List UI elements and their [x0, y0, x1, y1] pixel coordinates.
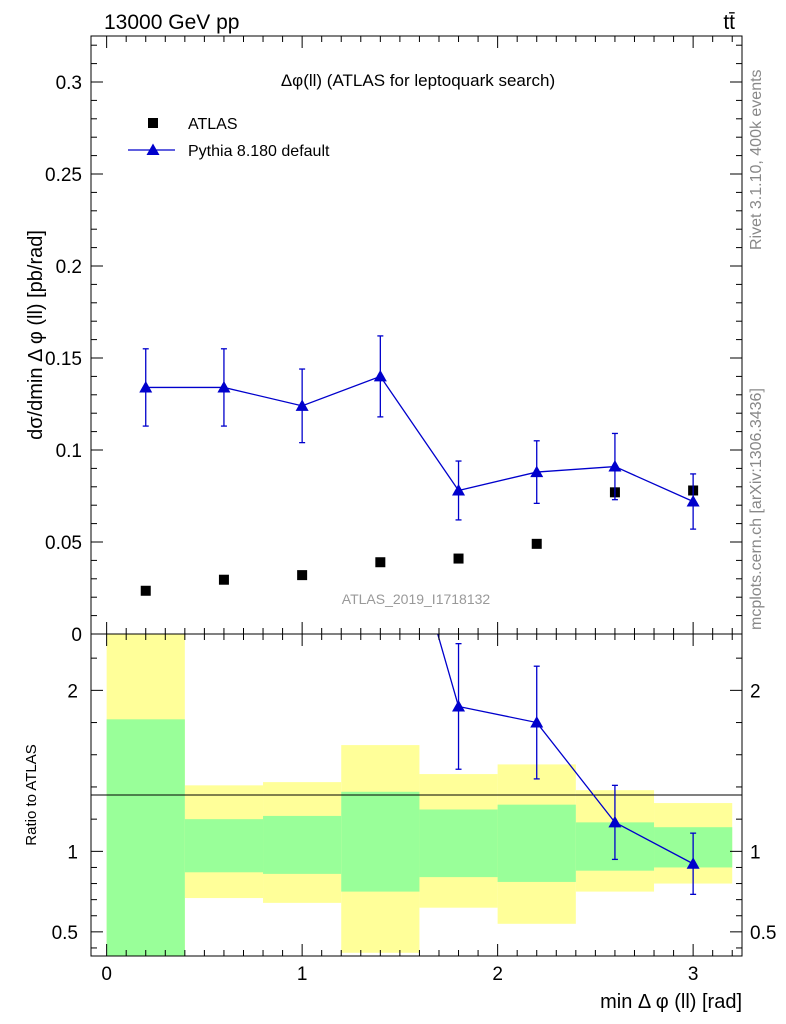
ratio-band-inner — [497, 804, 576, 882]
pythia-point — [217, 380, 231, 393]
pythia-point — [373, 369, 387, 382]
x-tick-label: 1 — [297, 964, 308, 985]
pythia-point — [608, 460, 622, 472]
pythia-point — [139, 380, 153, 393]
ratio-point — [217, 275, 230, 287]
legend-pythia-label: Pythia 8.180 default — [188, 143, 330, 160]
atlas-point — [531, 538, 542, 549]
atlas-point — [218, 574, 229, 585]
atlas-point — [375, 557, 386, 568]
ratio-point — [608, 815, 622, 828]
pythia-line — [145, 375, 694, 503]
pythia-point — [295, 399, 309, 411]
legend-pythia-marker — [146, 143, 160, 155]
process-label: tt̄ — [723, 11, 735, 34]
y-tick-label: 0.05 — [45, 533, 82, 554]
y-tick-label: 0.15 — [45, 349, 82, 370]
pythia-point — [452, 483, 466, 496]
ratio-point — [530, 716, 544, 728]
ratio-band-inner — [419, 809, 498, 878]
chart-title: Δφ(ll) (ATLAS for leptoquark search) — [281, 71, 555, 90]
ratio-tick-label: 1 — [67, 842, 78, 863]
ratio-panel: 0 1 2 3 0.5 0.5 1 1 2 2 Ratio to ATLAS min Δ φ (l… — [23, 88, 776, 1013]
ratio-line — [437, 634, 694, 865]
watermark-label: ATLAS_2019_I1718132 — [342, 591, 491, 607]
ratio-tick-label: 1 — [750, 842, 761, 863]
atlas-point — [453, 553, 464, 564]
ratio-band-inner — [341, 791, 420, 892]
ratio-tick-label: 0.5 — [750, 923, 776, 944]
atlas-point — [297, 570, 308, 581]
y-tick-label: 0.3 — [56, 73, 82, 94]
ratio-band-inner — [184, 819, 264, 873]
ratio-point — [374, 428, 387, 440]
x-tick-label: 3 — [688, 964, 699, 985]
legend-atlas-marker — [148, 118, 158, 128]
ratio-band-inner — [106, 719, 185, 956]
ratio-point — [686, 857, 700, 869]
ratio-axis-label: Ratio to ATLAS — [23, 744, 40, 845]
mcplots-label: mcplots.cern.ch [arXiv:1306.3436] — [748, 388, 765, 630]
x-tick-label: 2 — [492, 964, 503, 985]
pythia-point — [530, 465, 544, 478]
legend: ATLAS Pythia 8.180 default — [128, 116, 330, 160]
x-tick-label: 0 — [101, 964, 112, 985]
legend-atlas-label: ATLAS — [188, 116, 238, 133]
ratio-tick-label: 2 — [750, 681, 761, 702]
ratio-point — [139, 88, 152, 100]
ratio-frame — [90, 633, 743, 957]
pythia-point — [686, 495, 700, 507]
atlas-point — [140, 585, 151, 596]
y-tick-label: 0 — [71, 625, 82, 646]
rivet-label: Rivet 3.1.10, 400k events — [748, 69, 765, 250]
ratio-tick-label: 0.5 — [52, 923, 78, 944]
x-axis-label: min Δ φ (ll) [rad] — [600, 991, 742, 1013]
energy-label: 13000 GeV pp — [104, 11, 239, 34]
y-axis-label: dσ/dmin Δ φ (ll) [pb/rad] — [25, 230, 47, 440]
y-tick-label: 0.25 — [45, 165, 82, 186]
main-panel: 0 0.05 0.1 0.15 0.2 0.25 0.3 Δφ(ll) (ATLAS for… — [25, 35, 743, 646]
y-tick-label: 0.2 — [56, 257, 82, 278]
ratio-point — [452, 699, 466, 712]
y-tick-label: 0.1 — [56, 441, 82, 462]
ratio-band-inner — [263, 815, 342, 874]
ratio-tick-label: 2 — [67, 681, 78, 702]
